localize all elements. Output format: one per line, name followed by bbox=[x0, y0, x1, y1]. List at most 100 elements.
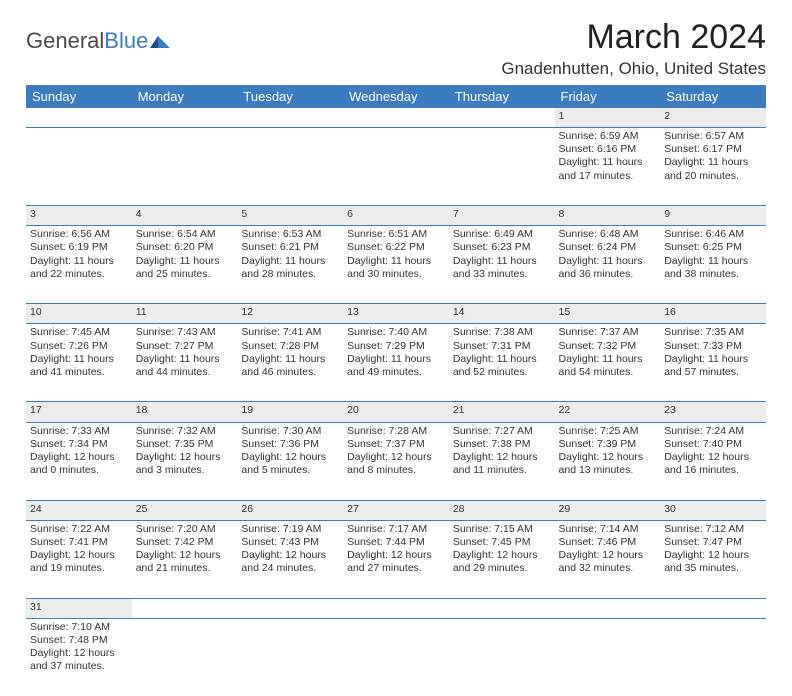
day-number-cell: 2 bbox=[660, 108, 766, 128]
sunset-text: Sunset: 7:32 PM bbox=[559, 340, 657, 353]
day-number-cell: 9 bbox=[660, 206, 766, 226]
day-number-cell: 4 bbox=[132, 206, 238, 226]
sunrise-text: Sunrise: 7:20 AM bbox=[136, 523, 234, 536]
day-number-cell: 15 bbox=[555, 304, 661, 324]
day-number-cell: 25 bbox=[132, 500, 238, 520]
sunrise-text: Sunrise: 7:45 AM bbox=[30, 326, 128, 339]
daylight-text: Daylight: 11 hours and 36 minutes. bbox=[559, 255, 657, 281]
sunset-text: Sunset: 6:17 PM bbox=[664, 143, 762, 156]
sunrise-text: Sunrise: 7:37 AM bbox=[559, 326, 657, 339]
daylight-text: Daylight: 11 hours and 46 minutes. bbox=[241, 353, 339, 379]
sunrise-text: Sunrise: 7:43 AM bbox=[136, 326, 234, 339]
sunrise-text: Sunrise: 6:49 AM bbox=[453, 228, 551, 241]
sunset-text: Sunset: 7:28 PM bbox=[241, 340, 339, 353]
daylight-text: Daylight: 11 hours and 49 minutes. bbox=[347, 353, 445, 379]
sunset-text: Sunset: 6:25 PM bbox=[664, 241, 762, 254]
day-number-cell: 31 bbox=[26, 598, 132, 618]
sunset-text: Sunset: 6:21 PM bbox=[241, 241, 339, 254]
day-number-row: 12 bbox=[26, 108, 766, 128]
day-cell: Sunrise: 6:57 AMSunset: 6:17 PMDaylight:… bbox=[660, 128, 766, 206]
daylight-text: Daylight: 12 hours and 16 minutes. bbox=[664, 451, 762, 477]
day-cell: Sunrise: 7:20 AMSunset: 7:42 PMDaylight:… bbox=[132, 520, 238, 598]
logo-text-1: General bbox=[26, 28, 104, 54]
day-number-cell: 7 bbox=[449, 206, 555, 226]
sunset-text: Sunset: 7:35 PM bbox=[136, 438, 234, 451]
sunset-text: Sunset: 6:20 PM bbox=[136, 241, 234, 254]
sunset-text: Sunset: 7:44 PM bbox=[347, 536, 445, 549]
location: Gnadenhutten, Ohio, United States bbox=[501, 59, 766, 79]
sunrise-text: Sunrise: 6:53 AM bbox=[241, 228, 339, 241]
day-cell bbox=[555, 618, 661, 696]
sunset-text: Sunset: 7:40 PM bbox=[664, 438, 762, 451]
sunset-text: Sunset: 7:47 PM bbox=[664, 536, 762, 549]
day-cell bbox=[449, 618, 555, 696]
day-number-row: 31 bbox=[26, 598, 766, 618]
weekday-header: Tuesday bbox=[237, 85, 343, 108]
sunrise-text: Sunrise: 6:57 AM bbox=[664, 130, 762, 143]
month-title: March 2024 bbox=[501, 18, 766, 57]
sunrise-text: Sunrise: 7:10 AM bbox=[30, 621, 128, 634]
day-cell: Sunrise: 6:51 AMSunset: 6:22 PMDaylight:… bbox=[343, 226, 449, 304]
day-content-row: Sunrise: 7:22 AMSunset: 7:41 PMDaylight:… bbox=[26, 520, 766, 598]
sunset-text: Sunset: 7:31 PM bbox=[453, 340, 551, 353]
sunrise-text: Sunrise: 7:32 AM bbox=[136, 425, 234, 438]
day-cell: Sunrise: 7:38 AMSunset: 7:31 PMDaylight:… bbox=[449, 324, 555, 402]
sunset-text: Sunset: 7:39 PM bbox=[559, 438, 657, 451]
day-cell: Sunrise: 7:37 AMSunset: 7:32 PMDaylight:… bbox=[555, 324, 661, 402]
day-number-cell: 18 bbox=[132, 402, 238, 422]
daylight-text: Daylight: 12 hours and 8 minutes. bbox=[347, 451, 445, 477]
logo-text-2: Blue bbox=[104, 28, 148, 54]
daylight-text: Daylight: 11 hours and 30 minutes. bbox=[347, 255, 445, 281]
sunset-text: Sunset: 7:41 PM bbox=[30, 536, 128, 549]
day-cell: Sunrise: 6:54 AMSunset: 6:20 PMDaylight:… bbox=[132, 226, 238, 304]
sunrise-text: Sunrise: 7:38 AM bbox=[453, 326, 551, 339]
sunrise-text: Sunrise: 6:51 AM bbox=[347, 228, 445, 241]
daylight-text: Daylight: 11 hours and 52 minutes. bbox=[453, 353, 551, 379]
daylight-text: Daylight: 12 hours and 0 minutes. bbox=[30, 451, 128, 477]
daylight-text: Daylight: 11 hours and 44 minutes. bbox=[136, 353, 234, 379]
day-cell: Sunrise: 6:53 AMSunset: 6:21 PMDaylight:… bbox=[237, 226, 343, 304]
day-number-cell bbox=[132, 598, 238, 618]
day-cell: Sunrise: 6:56 AMSunset: 6:19 PMDaylight:… bbox=[26, 226, 132, 304]
day-cell: Sunrise: 7:41 AMSunset: 7:28 PMDaylight:… bbox=[237, 324, 343, 402]
day-number-cell: 3 bbox=[26, 206, 132, 226]
day-cell: Sunrise: 7:12 AMSunset: 7:47 PMDaylight:… bbox=[660, 520, 766, 598]
sunset-text: Sunset: 7:33 PM bbox=[664, 340, 762, 353]
sunset-text: Sunset: 7:38 PM bbox=[453, 438, 551, 451]
day-number-cell: 1 bbox=[555, 108, 661, 128]
day-content-row: Sunrise: 7:33 AMSunset: 7:34 PMDaylight:… bbox=[26, 422, 766, 500]
calendar-body: 12Sunrise: 6:59 AMSunset: 6:16 PMDayligh… bbox=[26, 108, 766, 696]
day-number-cell bbox=[660, 598, 766, 618]
day-number-row: 10111213141516 bbox=[26, 304, 766, 324]
day-number-cell: 8 bbox=[555, 206, 661, 226]
day-number-cell: 21 bbox=[449, 402, 555, 422]
day-cell: Sunrise: 7:35 AMSunset: 7:33 PMDaylight:… bbox=[660, 324, 766, 402]
sunset-text: Sunset: 7:26 PM bbox=[30, 340, 128, 353]
day-cell: Sunrise: 7:32 AMSunset: 7:35 PMDaylight:… bbox=[132, 422, 238, 500]
sunrise-text: Sunrise: 7:25 AM bbox=[559, 425, 657, 438]
sunset-text: Sunset: 6:23 PM bbox=[453, 241, 551, 254]
day-cell bbox=[132, 128, 238, 206]
sunset-text: Sunset: 7:45 PM bbox=[453, 536, 551, 549]
day-number-cell: 26 bbox=[237, 500, 343, 520]
sunset-text: Sunset: 6:24 PM bbox=[559, 241, 657, 254]
day-cell: Sunrise: 6:49 AMSunset: 6:23 PMDaylight:… bbox=[449, 226, 555, 304]
day-content-row: Sunrise: 6:59 AMSunset: 6:16 PMDaylight:… bbox=[26, 128, 766, 206]
day-number-cell: 20 bbox=[343, 402, 449, 422]
day-cell: Sunrise: 7:17 AMSunset: 7:44 PMDaylight:… bbox=[343, 520, 449, 598]
daylight-text: Daylight: 12 hours and 21 minutes. bbox=[136, 549, 234, 575]
sunrise-text: Sunrise: 6:48 AM bbox=[559, 228, 657, 241]
day-cell bbox=[449, 128, 555, 206]
sunrise-text: Sunrise: 7:27 AM bbox=[453, 425, 551, 438]
day-number-cell: 23 bbox=[660, 402, 766, 422]
day-number-row: 3456789 bbox=[26, 206, 766, 226]
daylight-text: Daylight: 12 hours and 3 minutes. bbox=[136, 451, 234, 477]
sunrise-text: Sunrise: 7:15 AM bbox=[453, 523, 551, 536]
day-number-row: 17181920212223 bbox=[26, 402, 766, 422]
sunset-text: Sunset: 7:46 PM bbox=[559, 536, 657, 549]
sunset-text: Sunset: 7:42 PM bbox=[136, 536, 234, 549]
daylight-text: Daylight: 11 hours and 28 minutes. bbox=[241, 255, 339, 281]
weekday-header-row: SundayMondayTuesdayWednesdayThursdayFrid… bbox=[26, 85, 766, 108]
sunrise-text: Sunrise: 7:41 AM bbox=[241, 326, 339, 339]
sunset-text: Sunset: 6:19 PM bbox=[30, 241, 128, 254]
